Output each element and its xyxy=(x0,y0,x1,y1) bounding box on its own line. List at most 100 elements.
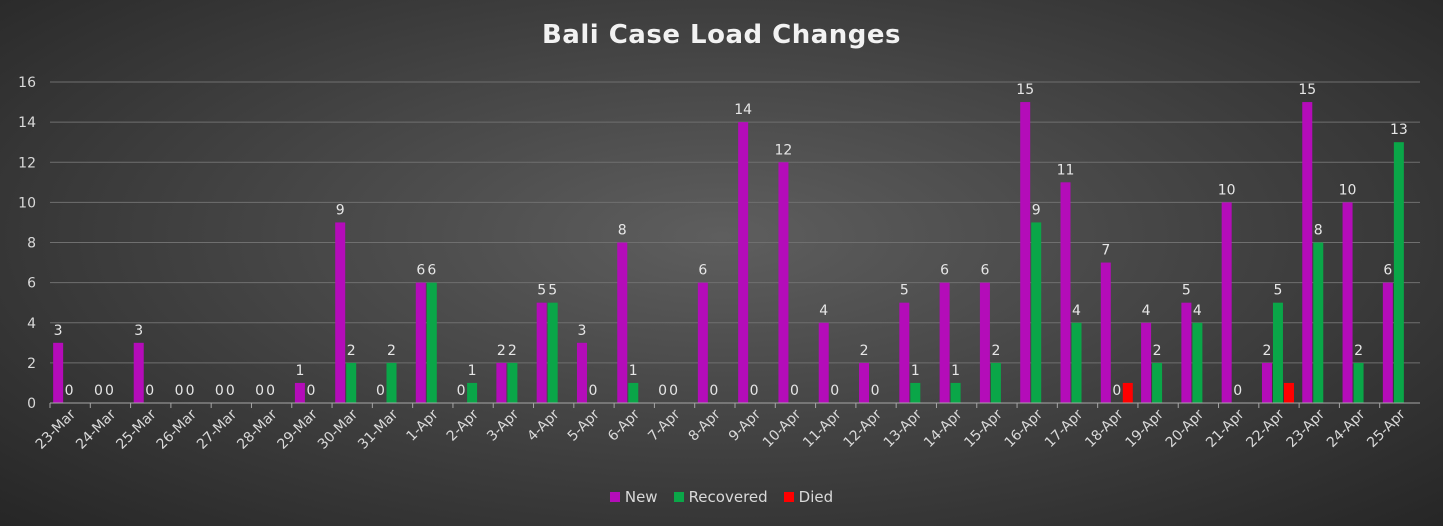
data-label-new: 2 xyxy=(1263,343,1272,359)
x-tick-label: 17-Apr xyxy=(1042,406,1087,451)
bar-recovered xyxy=(1031,222,1042,403)
data-label-recovered: 2 xyxy=(991,343,1000,359)
data-label-new: 0 xyxy=(94,383,103,399)
data-label-recovered: 8 xyxy=(1314,223,1323,239)
data-label-recovered: 0 xyxy=(1112,383,1121,399)
data-label-recovered: 0 xyxy=(709,383,718,399)
bar-recovered xyxy=(346,362,357,403)
x-tick-label: 22-Apr xyxy=(1243,406,1288,451)
data-label-new: 14 xyxy=(734,102,752,118)
data-label-recovered: 6 xyxy=(427,263,436,279)
data-label-new: 0 xyxy=(457,383,466,399)
x-tick-label: 28-Mar xyxy=(234,406,280,452)
x-tick-label: 31-Mar xyxy=(355,406,401,452)
data-label-recovered: 0 xyxy=(105,383,114,399)
x-tick-label: 23-Apr xyxy=(1284,406,1329,451)
bar-recovered xyxy=(950,382,961,403)
bar-recovered xyxy=(910,382,921,403)
data-label-new: 2 xyxy=(497,343,506,359)
bar-recovered xyxy=(426,282,437,403)
bar-recovered xyxy=(1393,142,1404,403)
bar-new xyxy=(899,302,910,403)
bar-recovered xyxy=(1353,362,1364,403)
data-label-recovered: 4 xyxy=(1072,303,1081,319)
data-label-new: 6 xyxy=(980,263,989,279)
bar-new xyxy=(859,362,870,403)
data-label-new: 6 xyxy=(940,263,949,279)
data-label-new: 0 xyxy=(175,383,184,399)
x-tick-label: 14-Apr xyxy=(921,406,966,451)
bar-recovered xyxy=(547,302,558,403)
data-label-new: 0 xyxy=(255,383,264,399)
legend-label-new: New xyxy=(624,488,658,506)
bar-recovered xyxy=(628,382,639,403)
data-label-recovered: 9 xyxy=(1032,202,1041,218)
data-label-recovered: 0 xyxy=(145,383,154,399)
bar-new xyxy=(738,122,749,403)
x-tick-label: 2-Apr xyxy=(444,406,482,444)
data-label-new: 15 xyxy=(1016,82,1034,98)
bar-died xyxy=(1122,382,1133,403)
data-label-recovered: 1 xyxy=(911,363,920,379)
data-label-recovered: 0 xyxy=(750,383,759,399)
bar-new xyxy=(1221,202,1232,403)
x-tick-label: 4-Apr xyxy=(524,406,562,444)
data-label-recovered: 0 xyxy=(1233,383,1242,399)
x-tick-label: 23-Mar xyxy=(33,406,79,452)
y-tick-label: 8 xyxy=(27,236,36,252)
data-label-new: 0 xyxy=(376,383,385,399)
data-label-recovered: 0 xyxy=(790,383,799,399)
legend-label-recovered: Recovered xyxy=(688,488,768,506)
data-label-new: 1 xyxy=(295,363,304,379)
data-label-recovered: 4 xyxy=(1193,303,1202,319)
x-tick-label: 7-Apr xyxy=(645,406,683,444)
bar-recovered xyxy=(1071,322,1082,403)
y-tick-label: 12 xyxy=(18,155,36,171)
x-tick-label: 25-Mar xyxy=(113,406,159,452)
legend-item-recovered: Recovered xyxy=(673,488,768,506)
chart-title: Bali Case Load Changes xyxy=(541,20,902,50)
bar-new xyxy=(617,242,628,403)
data-label-recovered: 2 xyxy=(508,343,517,359)
x-tick-label: 27-Mar xyxy=(194,406,240,452)
data-label-new: 0 xyxy=(658,383,667,399)
data-label-recovered: 0 xyxy=(226,383,235,399)
data-label-new: 6 xyxy=(416,263,425,279)
bar-recovered xyxy=(467,382,478,403)
y-tick-label: 4 xyxy=(27,316,36,332)
bar-new xyxy=(697,282,708,403)
bar-new xyxy=(1261,362,1272,403)
y-tick-label: 14 xyxy=(18,115,36,131)
bar-new xyxy=(1181,302,1192,403)
bar-new xyxy=(1100,262,1111,403)
data-label-new: 15 xyxy=(1298,82,1316,98)
bar-recovered xyxy=(1192,322,1203,403)
x-tick-label: 21-Apr xyxy=(1203,406,1248,451)
x-tick-label: 18-Apr xyxy=(1082,406,1127,451)
x-tick-label: 10-Apr xyxy=(760,406,805,451)
x-tick-label: 6-Apr xyxy=(605,406,643,444)
bar-new xyxy=(1020,102,1031,403)
chart-legend: New Recovered Died xyxy=(0,488,1443,506)
data-label-recovered: 2 xyxy=(387,343,396,359)
x-tick-label: 13-Apr xyxy=(881,406,926,451)
bar-new xyxy=(778,162,789,403)
bar-new xyxy=(415,282,426,403)
x-tick-label: 11-Apr xyxy=(800,406,845,451)
bar-new xyxy=(1382,282,1393,403)
legend-label-died: Died xyxy=(798,488,834,506)
bar-recovered xyxy=(1272,302,1283,403)
x-tick-label: 19-Apr xyxy=(1123,406,1168,451)
data-label-recovered: 2 xyxy=(1354,343,1363,359)
data-label-new: 2 xyxy=(860,343,869,359)
data-label-new: 3 xyxy=(578,323,587,339)
data-label-recovered: 2 xyxy=(347,343,356,359)
data-label-new: 3 xyxy=(134,323,143,339)
data-label-new: 5 xyxy=(537,283,546,299)
data-label-recovered: 5 xyxy=(1274,283,1283,299)
x-tick-label: 5-Apr xyxy=(565,406,603,444)
bar-recovered xyxy=(990,362,1001,403)
x-tick-label: 16-Apr xyxy=(1002,406,1047,451)
data-label-new: 0 xyxy=(215,383,224,399)
y-tick-label: 0 xyxy=(27,396,36,412)
